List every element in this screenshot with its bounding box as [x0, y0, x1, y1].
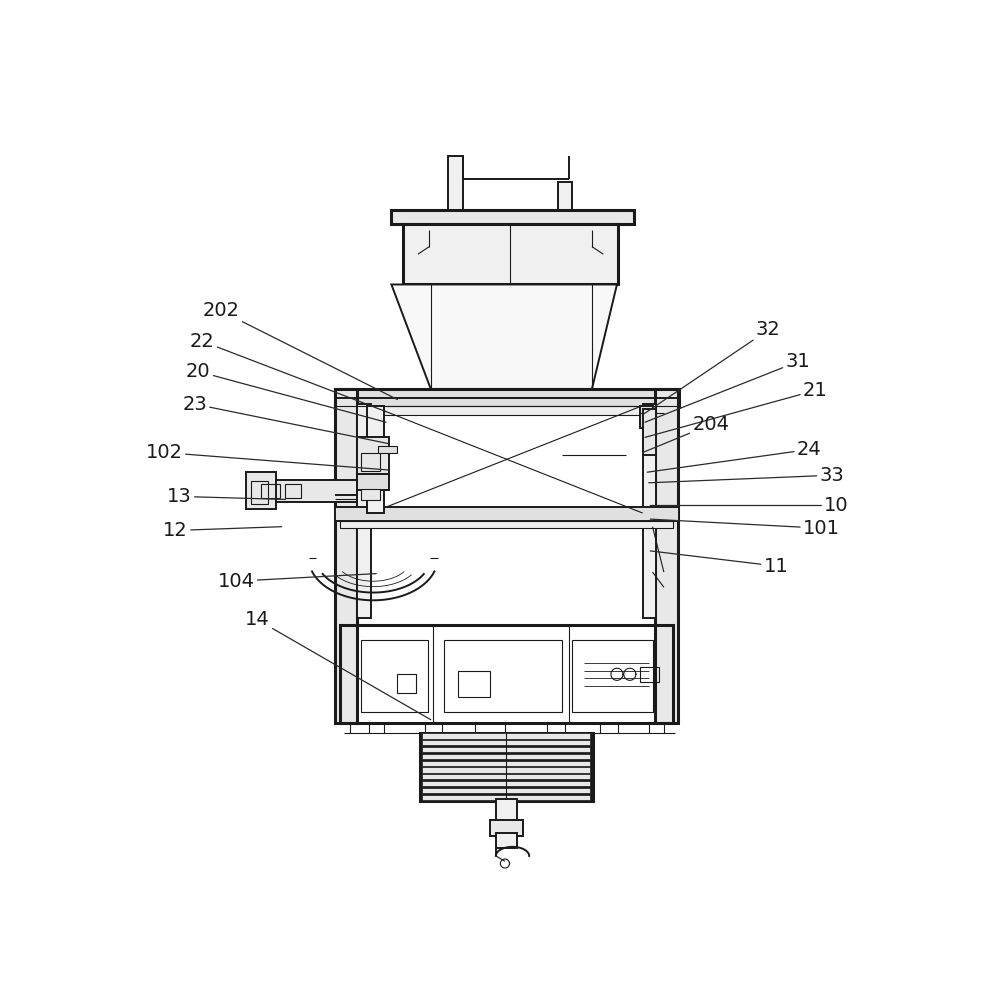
Bar — [422, 775, 590, 780]
Bar — [259, 480, 357, 502]
Text: 23: 23 — [182, 394, 388, 443]
Bar — [361, 452, 380, 472]
Bar — [655, 389, 678, 723]
Text: 101: 101 — [650, 519, 840, 538]
Text: 102: 102 — [146, 443, 388, 470]
Bar — [403, 224, 618, 284]
Bar — [490, 821, 523, 836]
Text: 12: 12 — [163, 521, 282, 540]
Bar — [335, 389, 357, 723]
Bar — [422, 787, 590, 793]
Bar — [357, 437, 389, 475]
Text: 10: 10 — [650, 496, 849, 515]
Bar — [422, 761, 590, 766]
Bar — [420, 732, 593, 801]
Bar — [251, 482, 268, 504]
Bar — [458, 670, 490, 697]
Bar — [391, 210, 634, 224]
Bar — [378, 446, 397, 452]
Bar — [422, 733, 590, 738]
Bar — [558, 182, 572, 212]
Text: 22: 22 — [190, 331, 386, 412]
Text: 24: 24 — [647, 440, 822, 472]
Bar — [422, 754, 590, 759]
Bar — [357, 474, 389, 491]
Bar — [643, 404, 656, 617]
Bar — [422, 768, 590, 773]
Bar — [246, 472, 276, 508]
Text: 202: 202 — [203, 302, 397, 399]
Polygon shape — [391, 284, 617, 389]
Bar — [361, 489, 380, 500]
Text: 21: 21 — [645, 381, 828, 437]
Text: 204: 204 — [643, 415, 729, 452]
Bar — [285, 485, 301, 498]
Bar — [496, 799, 517, 824]
Bar — [340, 521, 673, 528]
Text: 11: 11 — [650, 550, 788, 576]
Bar — [422, 794, 590, 800]
Bar — [422, 747, 590, 752]
Text: 31: 31 — [645, 352, 810, 423]
Text: 32: 32 — [643, 320, 781, 415]
Bar — [397, 674, 416, 693]
Text: 14: 14 — [245, 610, 431, 720]
Bar — [335, 389, 679, 407]
Bar — [422, 740, 590, 745]
Text: 13: 13 — [167, 487, 285, 506]
Bar — [643, 409, 656, 455]
Bar — [261, 485, 280, 498]
Bar — [422, 781, 590, 786]
Bar — [361, 640, 428, 712]
Bar — [357, 404, 371, 617]
Bar — [367, 406, 384, 513]
Bar — [496, 834, 517, 848]
Bar — [640, 666, 659, 682]
Bar — [448, 156, 463, 212]
Text: 20: 20 — [186, 362, 386, 423]
Bar — [572, 640, 653, 712]
Bar — [444, 640, 562, 712]
Bar — [640, 406, 653, 429]
Bar — [340, 406, 673, 416]
Text: 33: 33 — [649, 466, 844, 485]
Bar — [335, 507, 679, 521]
Text: 104: 104 — [218, 572, 376, 591]
Bar — [340, 625, 673, 723]
